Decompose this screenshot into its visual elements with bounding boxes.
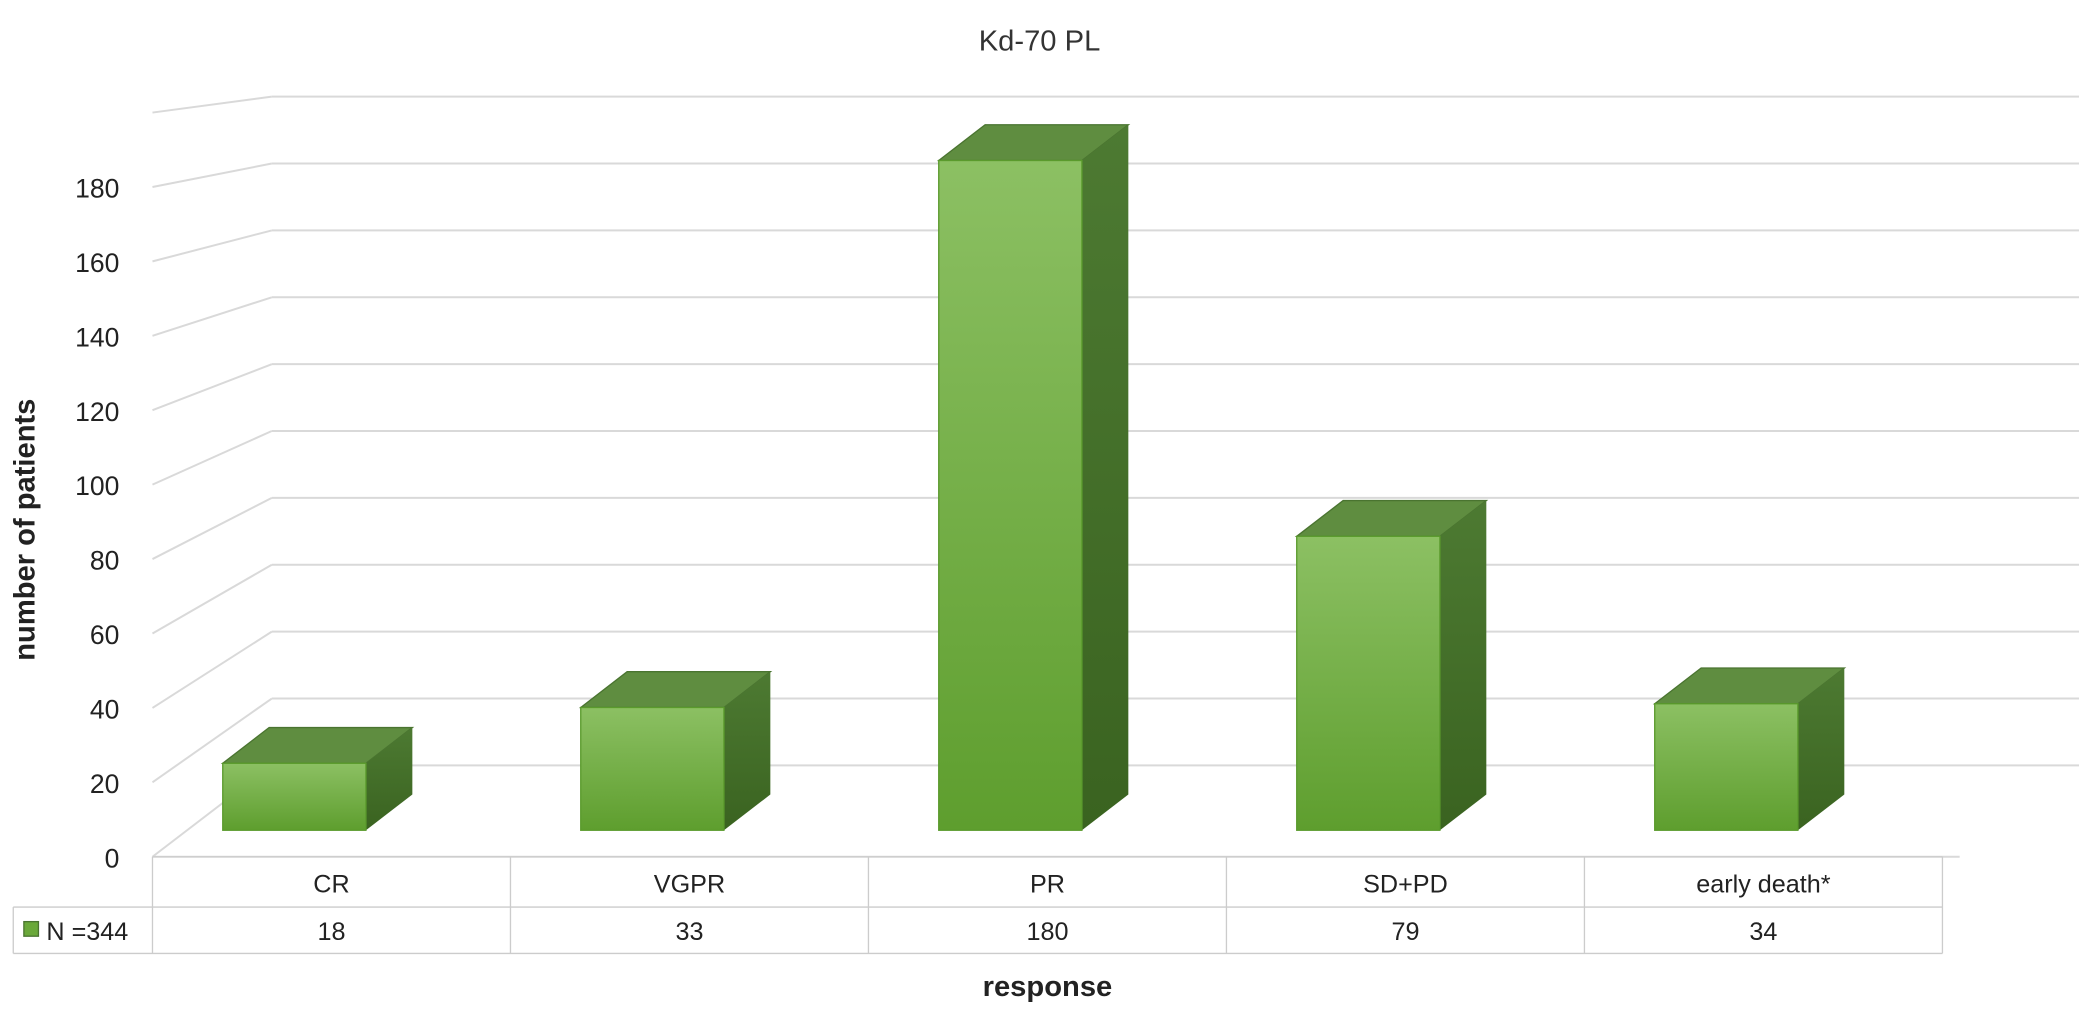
data-label: 18 bbox=[317, 918, 345, 946]
y-axis-ticks: 0 20 40 60 80 100 120 140 160 180 bbox=[75, 174, 119, 874]
gridline-side bbox=[152, 497, 273, 560]
data-label: 34 bbox=[1749, 918, 1777, 946]
bar bbox=[578, 671, 773, 831]
y-tick-label: 0 bbox=[105, 843, 120, 873]
x-category-label: early death* bbox=[1696, 871, 1831, 899]
y-tick-label: 180 bbox=[75, 174, 119, 204]
gridline-side bbox=[152, 162, 272, 188]
bar-side bbox=[723, 671, 771, 831]
legend-swatch bbox=[23, 920, 40, 937]
bar-front bbox=[1296, 535, 1441, 831]
gridline-side bbox=[152, 363, 273, 412]
y-tick-label: 20 bbox=[90, 769, 120, 799]
gridline-side bbox=[152, 296, 273, 337]
bar-front bbox=[222, 762, 367, 831]
bar-front bbox=[938, 159, 1083, 831]
bar bbox=[220, 726, 415, 831]
bar-side bbox=[1797, 667, 1845, 831]
data-label: 180 bbox=[1026, 918, 1068, 946]
bar-side bbox=[365, 727, 413, 831]
x-category-label: VGPR bbox=[654, 871, 725, 899]
bar bbox=[936, 124, 1131, 831]
y-tick-label: 140 bbox=[75, 322, 119, 352]
chart-title: Kd-70 PL bbox=[979, 25, 1101, 57]
y-tick-label: 60 bbox=[90, 620, 120, 650]
x-category-label: SD+PD bbox=[1363, 871, 1448, 899]
y-tick-label: 40 bbox=[90, 695, 120, 725]
y-tick-label: 80 bbox=[90, 546, 120, 576]
bars bbox=[220, 124, 1847, 831]
gridline-side bbox=[152, 430, 273, 486]
gridline-side bbox=[151, 697, 273, 784]
bar-front bbox=[580, 706, 725, 831]
x-axis-label: response bbox=[983, 971, 1113, 1003]
bar-side bbox=[1439, 500, 1487, 831]
data-label: 79 bbox=[1391, 918, 1419, 946]
data-label: 33 bbox=[675, 918, 703, 946]
y-axis-label: number of patients bbox=[9, 399, 41, 661]
gridline-side bbox=[152, 95, 272, 114]
legend-label: N =344 bbox=[46, 918, 128, 946]
bar bbox=[1652, 667, 1847, 831]
gridline-side bbox=[151, 563, 273, 635]
gridline-side bbox=[151, 630, 273, 709]
y-tick-label: 160 bbox=[75, 248, 119, 278]
bar-side bbox=[1081, 124, 1129, 831]
x-category-label: CR bbox=[313, 871, 349, 899]
bar bbox=[1294, 499, 1489, 831]
x-category-label: PR bbox=[1030, 871, 1065, 899]
data-table: CR 18 VGPR 33 PR 180 SD+PD 79 early death* 34 N =3… bbox=[12, 856, 1944, 955]
gridline-side bbox=[152, 229, 273, 263]
y-tick-label: 100 bbox=[75, 471, 119, 501]
y-tick-label: 120 bbox=[75, 397, 119, 427]
bar-front bbox=[1654, 703, 1799, 831]
